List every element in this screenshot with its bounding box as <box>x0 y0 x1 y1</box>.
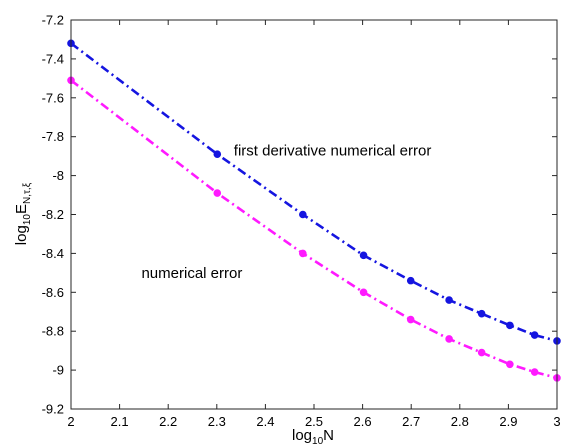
series-2-point <box>359 288 368 297</box>
x-tick-label: 2.5 <box>305 414 323 429</box>
series-1-point <box>299 210 307 219</box>
series-1-point <box>530 331 539 339</box>
x-tick-label: 2.9 <box>499 414 517 429</box>
series-2-point <box>406 315 415 324</box>
x-tick-label: 2.7 <box>402 414 420 429</box>
series-layer <box>67 39 561 382</box>
series-line-2 <box>70 79 558 380</box>
chart-annotation: numerical error <box>141 265 242 282</box>
y-tick-label: -8 <box>52 168 64 183</box>
y-tick-label: -8.8 <box>42 324 64 339</box>
x-axis-label: log10N <box>292 427 334 447</box>
y-tick-label: -8.6 <box>42 285 64 300</box>
axes-layer: 2 2.1 2.2 2.3 2.4 2.5 2.6 2.7 2.8 2.9 3 -7.2 -7.4 -7.… <box>42 13 561 430</box>
x-tick-label: 2 <box>67 414 74 429</box>
y-tick-label: -7.6 <box>42 90 64 105</box>
x-tick-label: 2.1 <box>111 414 129 429</box>
x-tick-label: 3 <box>553 414 560 429</box>
series-line-1 <box>70 42 558 343</box>
chart-annotation: first derivative numerical error <box>234 142 432 159</box>
series-1-point <box>359 251 368 260</box>
y-tick-label: -8.2 <box>42 207 64 222</box>
series-1-point <box>445 296 453 304</box>
series-2-point <box>506 360 514 369</box>
series-1-point <box>477 309 486 318</box>
series-1-point <box>213 150 222 159</box>
x-tick-label: 2.6 <box>354 414 372 429</box>
x-tick-label: 2.8 <box>451 414 469 429</box>
series-2-point <box>213 189 222 197</box>
series-2-point <box>299 249 307 258</box>
series-1-point <box>406 276 415 285</box>
y-tick-label: -7.8 <box>42 129 64 144</box>
x-tick-label: 2.3 <box>208 414 226 429</box>
series-2-point <box>445 335 453 343</box>
y-tick-label: -8.4 <box>42 246 64 261</box>
y-tick-label: -9.2 <box>42 402 64 417</box>
series-2-point <box>477 348 486 357</box>
x-tick-label: 2.2 <box>159 414 177 429</box>
x-tick-label: 2.4 <box>256 414 274 429</box>
annotation-layer: first derivative numerical error numerica… <box>141 142 431 282</box>
series-1-point <box>506 321 514 330</box>
series-2-point <box>530 368 539 376</box>
y-axis-label: log10EN,τ,ξ <box>13 182 33 245</box>
y-tick-label: -7.2 <box>42 13 64 28</box>
y-tick-label: -7.4 <box>42 51 64 66</box>
y-tick-label: -9 <box>52 363 64 378</box>
